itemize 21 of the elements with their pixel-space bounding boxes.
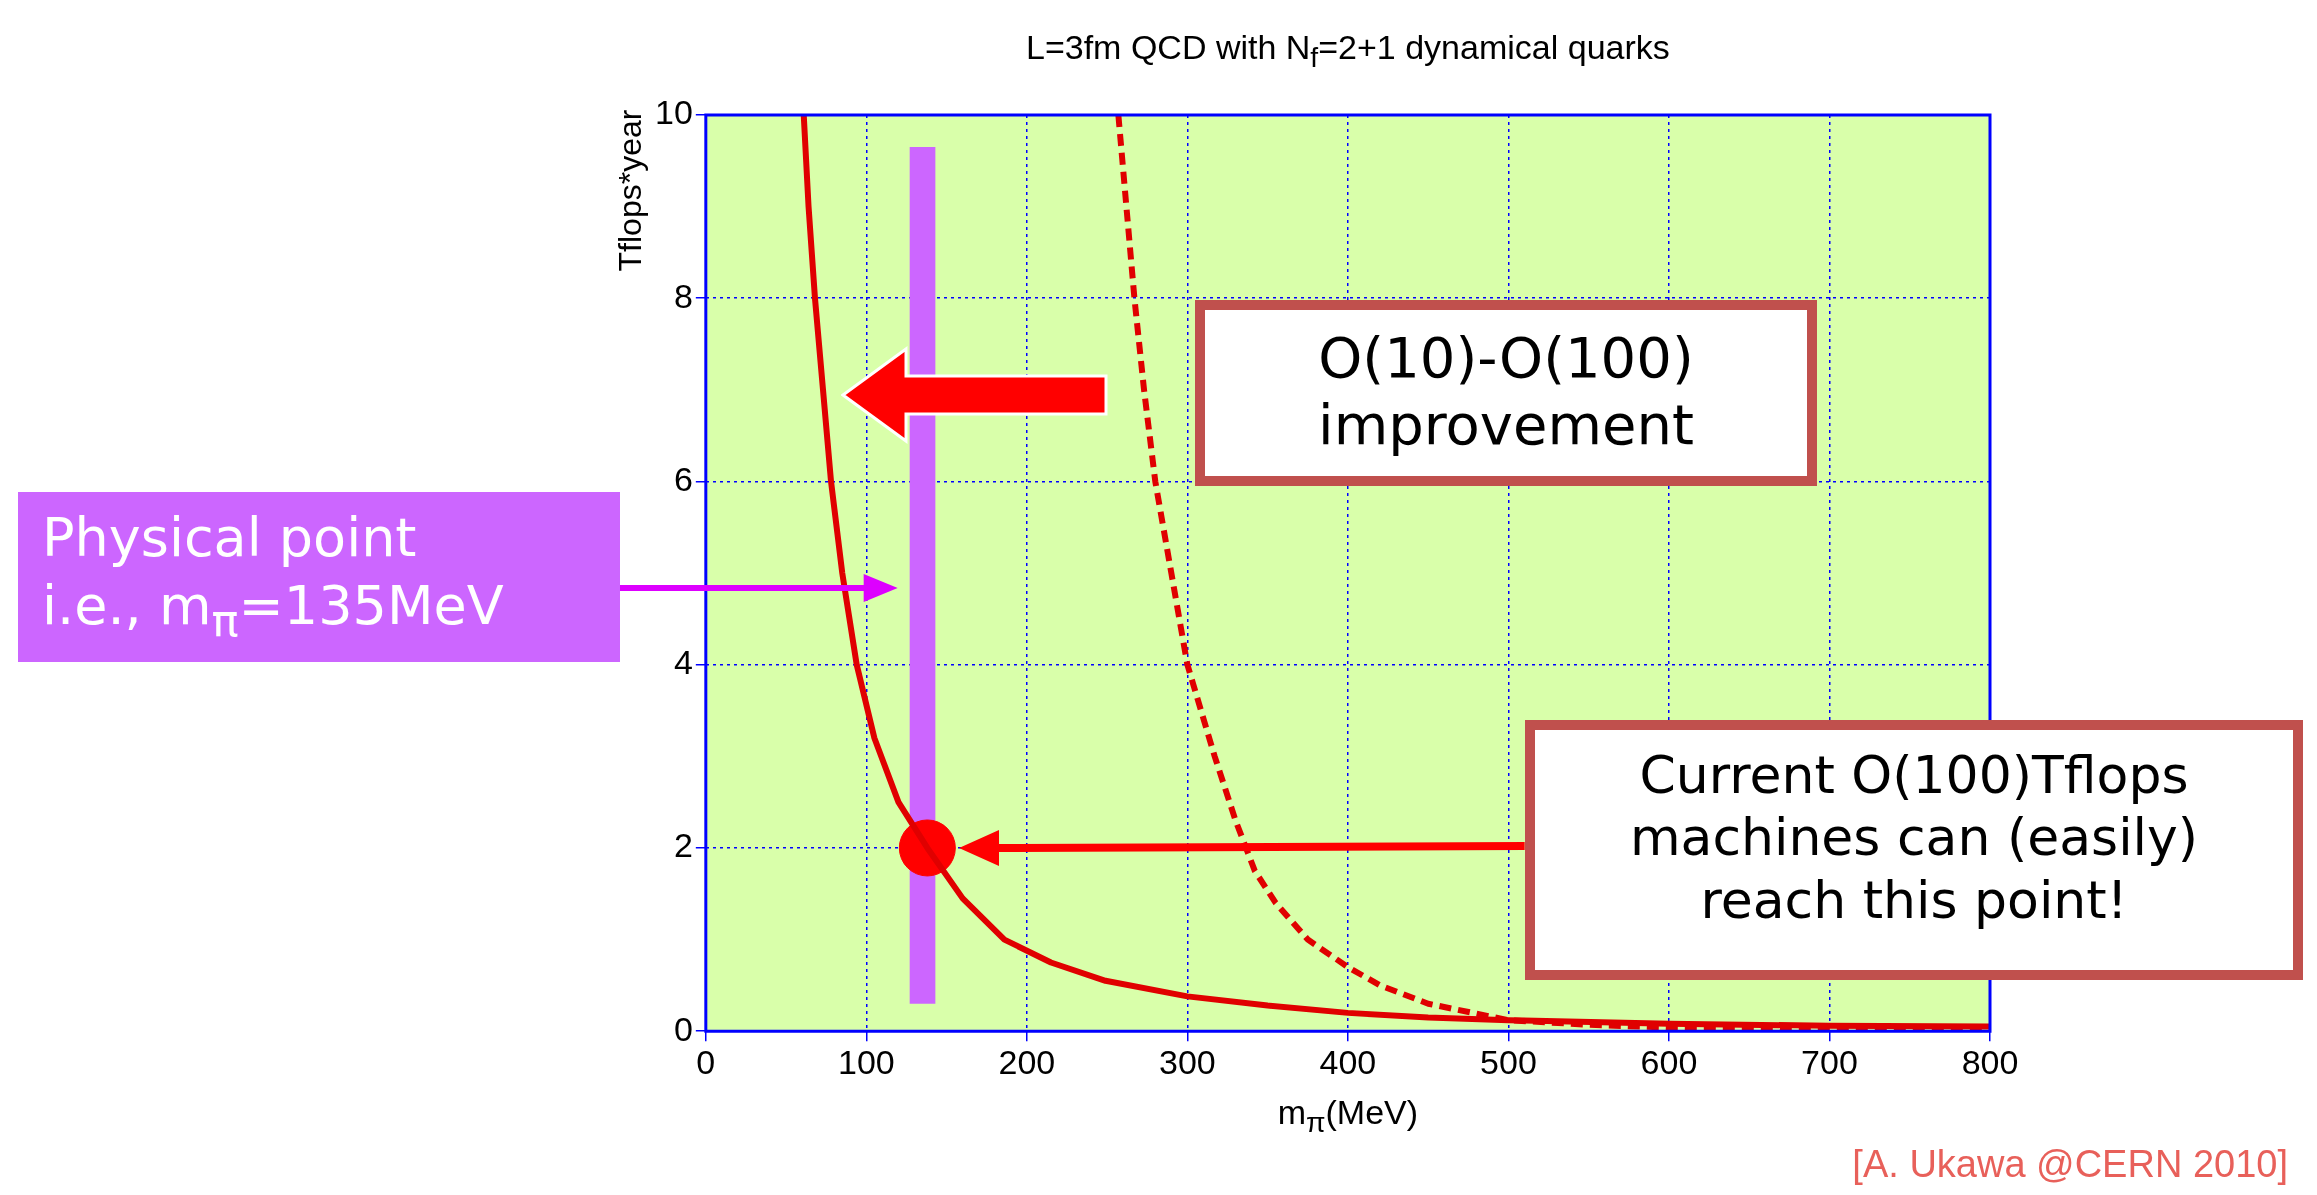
- y-tick-label: 0: [673, 1009, 693, 1048]
- y-tick-label: 6: [673, 459, 693, 498]
- x-tick-label: 200: [998, 1042, 1056, 1081]
- annotation: Current O(100)Tflops machines can (easily) reach this point!: [1628, 744, 2200, 932]
- y-tick-label: 10: [654, 93, 693, 132]
- text: [A. Ukawa @CERN 2010]: [1852, 1143, 2288, 1186]
- x-axis-title: m$_{π}$(MeV): [1276, 1093, 1420, 1139]
- x-tick-label: 400: [1319, 1042, 1377, 1081]
- x-tick-label: 600: [1640, 1042, 1698, 1081]
- y-axis-title: Tflops*year: [612, 109, 650, 271]
- x-tick-label: 500: [1480, 1042, 1537, 1081]
- annotation: O(10)-O(100) improvement: [1317, 324, 1695, 459]
- x-tick-label: 700: [1801, 1042, 1858, 1081]
- x-tick-label: 800: [1961, 1042, 2019, 1081]
- x-tick-label: 300: [1159, 1042, 1216, 1081]
- y-tick-label: 4: [673, 643, 693, 682]
- text: Physical point i.e., m$_{π}$=135MeV: [42, 505, 505, 649]
- y-tick-label: 8: [673, 276, 693, 315]
- x-tick-label: 100: [837, 1042, 895, 1081]
- chart-title: L=3fm QCD with N$_{f}$=2+1 dynamical quarks: [1025, 28, 1671, 74]
- y-tick-label: 2: [673, 826, 693, 865]
